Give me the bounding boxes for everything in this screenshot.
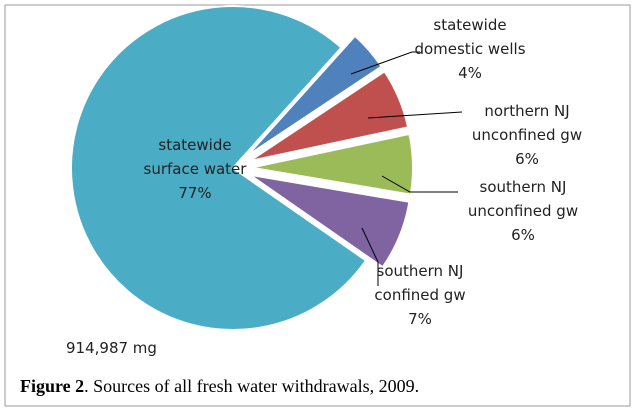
caption-text: . Sources of all fresh water withdrawals… xyxy=(84,376,419,396)
slice-label: confined gw xyxy=(374,286,465,304)
leader-line xyxy=(381,175,458,193)
slice-label: southern NJ xyxy=(480,178,567,196)
leader-line xyxy=(361,227,379,286)
slice-value-label: 6% xyxy=(515,150,539,168)
pie-slice xyxy=(245,34,383,158)
slice-value-label: 4% xyxy=(458,64,482,82)
pie-slice xyxy=(250,132,414,196)
slice-label: northern NJ xyxy=(484,102,569,120)
slice-value-label: 7% xyxy=(408,310,432,328)
total-label: 914,987 mg xyxy=(66,339,157,357)
slice-value-label: 6% xyxy=(511,226,535,244)
slice-label: unconfined gw xyxy=(472,126,582,144)
slice-label: statewide xyxy=(158,136,231,154)
slice-label: unconfined gw xyxy=(468,202,578,220)
slice-label: southern NJ xyxy=(377,262,464,280)
leader-line xyxy=(350,51,420,75)
pie-slice xyxy=(249,69,410,163)
slice-label: statewide xyxy=(433,16,506,34)
leader-line xyxy=(367,111,463,119)
figure-label: Figure 2 xyxy=(20,376,84,396)
caption: Figure 2. Sources of all fresh water wit… xyxy=(20,376,419,396)
slice-label: surface water xyxy=(144,160,248,178)
pie-slice xyxy=(70,5,368,331)
slice-label: domestic wells xyxy=(414,40,525,58)
slice-value-label: 77% xyxy=(178,184,211,202)
